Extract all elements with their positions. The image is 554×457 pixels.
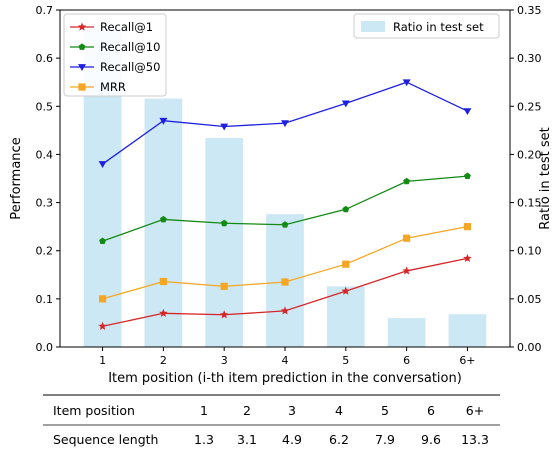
mrr-point-5 [342,260,350,268]
ratio-bar-5 [326,286,365,347]
recall-50-point-3 [220,123,229,131]
y-right-tick-label: 0.00 [517,341,542,354]
x-tick-label: 4 [282,354,289,367]
table-cell: 9.6 [421,432,441,447]
recall-1-point-5 [341,286,351,295]
table-cell: 3 [288,403,296,418]
mrr-point-1 [98,295,107,303]
y-left-tick-label: 0.6 [36,52,54,65]
y-left-tick-label: 0.7 [36,4,54,17]
legend-marker-recall-1 [77,22,87,31]
recall-50-point-6 [402,79,411,87]
table-cell: 6 [427,403,435,418]
table-cell: 5 [381,403,389,418]
table-cell: 13.3 [461,432,489,447]
recall-50-point-5 [341,100,350,108]
recall-10-point-2 [159,215,167,223]
table-cell: 4 [335,403,343,418]
table-cell: 6.2 [329,432,349,447]
recall-1-point-2 [159,308,168,317]
legend-label-ratio: Ratio in test set [393,20,484,34]
y-left-tick-label: 0.4 [36,148,54,161]
recall-50-point-6+ [463,108,472,116]
y-left-axis-title: Performance [9,137,24,219]
y-right-tick-label: 0.05 [517,293,542,306]
mrr-point-2 [159,277,167,286]
y-left-tick-label: 0.1 [36,293,54,306]
legend-label-recall-1: Recall@1 [100,20,153,34]
legend-swatch-ratio [361,21,385,32]
series-legend [63,13,167,97]
recall-1-point-4 [280,306,290,315]
table-cell: 7.9 [375,432,395,447]
y-left-tick-label: 0.0 [36,341,54,354]
legend-label-recall-50: Recall@50 [100,60,160,74]
x-tick-label: 1 [99,354,106,367]
recall-10-point-6+ [464,172,471,180]
y-left-tick-label: 0.2 [36,245,54,258]
table-cell: 2 [243,403,251,418]
bar-legend [353,13,500,39]
table-row-label: Sequence length [53,432,158,447]
x-tick-label: 5 [342,354,349,367]
table-cell: 1.3 [194,432,214,447]
legend-marker-mrr [78,83,86,91]
y-right-tick-label: 0.25 [517,100,542,113]
x-tick-label: 6 [403,354,410,367]
legend-label-recall-10: Recall@10 [100,40,160,54]
x-axis-title: Item position (i-th item prediction in t… [108,371,462,386]
mrr-point-6+ [463,223,472,231]
x-tick-label: 3 [221,354,228,367]
ratio-bar-6 [387,318,426,347]
legend-marker-recall-50 [78,64,86,71]
y-left-tick-label: 0.5 [36,100,54,113]
recall-10-point-5 [342,205,350,213]
table-cell: 3.1 [237,432,257,447]
y-right-axis-title: Ratio in test set [538,127,553,229]
recall-1-point-1 [98,321,107,330]
recall-10-point-3 [220,219,228,227]
x-tick-label: 2 [160,354,167,367]
table-cell: 6+ [466,403,484,418]
legend-marker-recall-10 [78,43,86,50]
recall-50-point-4 [281,120,289,128]
recall-1-point-6+ [463,253,472,263]
y-right-tick-label: 0.15 [517,197,542,210]
recall-10-point-1 [99,237,106,244]
mrr-point-3 [220,282,228,290]
recall-1-point-6 [402,266,411,275]
table-cell: 4.9 [282,432,302,447]
y-left-tick-label: 0.3 [36,197,54,210]
y-right-tick-label: 0.20 [517,148,542,161]
y-right-tick-label: 0.30 [517,52,542,65]
recall-50-point-2 [159,117,168,125]
table-row-label: Item position [53,403,135,418]
ratio-bar-2 [144,98,183,347]
y-right-tick-label: 0.35 [517,4,542,17]
x-tick-label: 6+ [459,354,475,367]
mrr-point-6 [403,234,411,242]
table-cell: 1 [200,403,208,418]
y-right-tick-label: 0.10 [517,245,542,258]
ratio-bar-6+ [448,314,487,347]
recall-10-point-6 [403,177,411,185]
recall-10-point-4 [281,221,289,228]
mrr-point-4 [281,278,289,286]
legend-label-mrr: MRR [100,80,126,94]
recall-50-point-1 [98,161,107,169]
recall-1-point-3 [219,310,229,319]
